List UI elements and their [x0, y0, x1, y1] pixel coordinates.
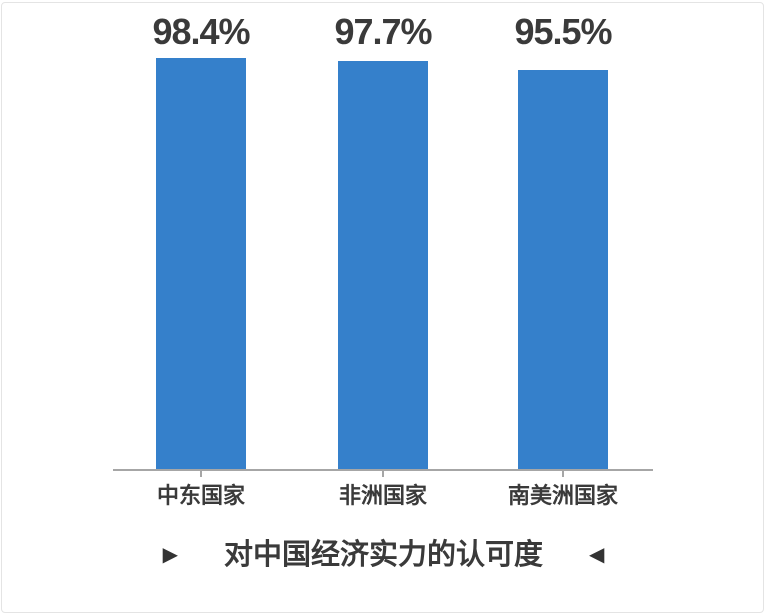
right-triangle-icon: ▶: [162, 544, 178, 566]
chart-title: 对中国经济实力的认可度: [223, 539, 543, 571]
bar-africa: [338, 61, 428, 470]
category-label-africa: 非洲国家: [338, 483, 427, 508]
bar-south-america: [518, 70, 608, 470]
x-axis-line: [113, 469, 653, 471]
value-label-south-america: 95.5%: [514, 11, 612, 52]
bar-middle-east: [156, 58, 246, 470]
left-triangle-icon: ◀: [589, 544, 605, 566]
value-label-africa: 97.7%: [334, 11, 432, 52]
value-label-middle-east: 98.4%: [152, 11, 250, 52]
category-label-south-america: 南美洲国家: [507, 483, 618, 508]
x-axis-tick: [562, 471, 564, 477]
category-label-middle-east: 中东国家: [156, 483, 245, 508]
x-axis-tick: [200, 471, 202, 477]
x-axis-tick: [382, 471, 384, 477]
chart-title-row: ▶ 对中国经济实力的认可度 ◀: [0, 538, 767, 572]
